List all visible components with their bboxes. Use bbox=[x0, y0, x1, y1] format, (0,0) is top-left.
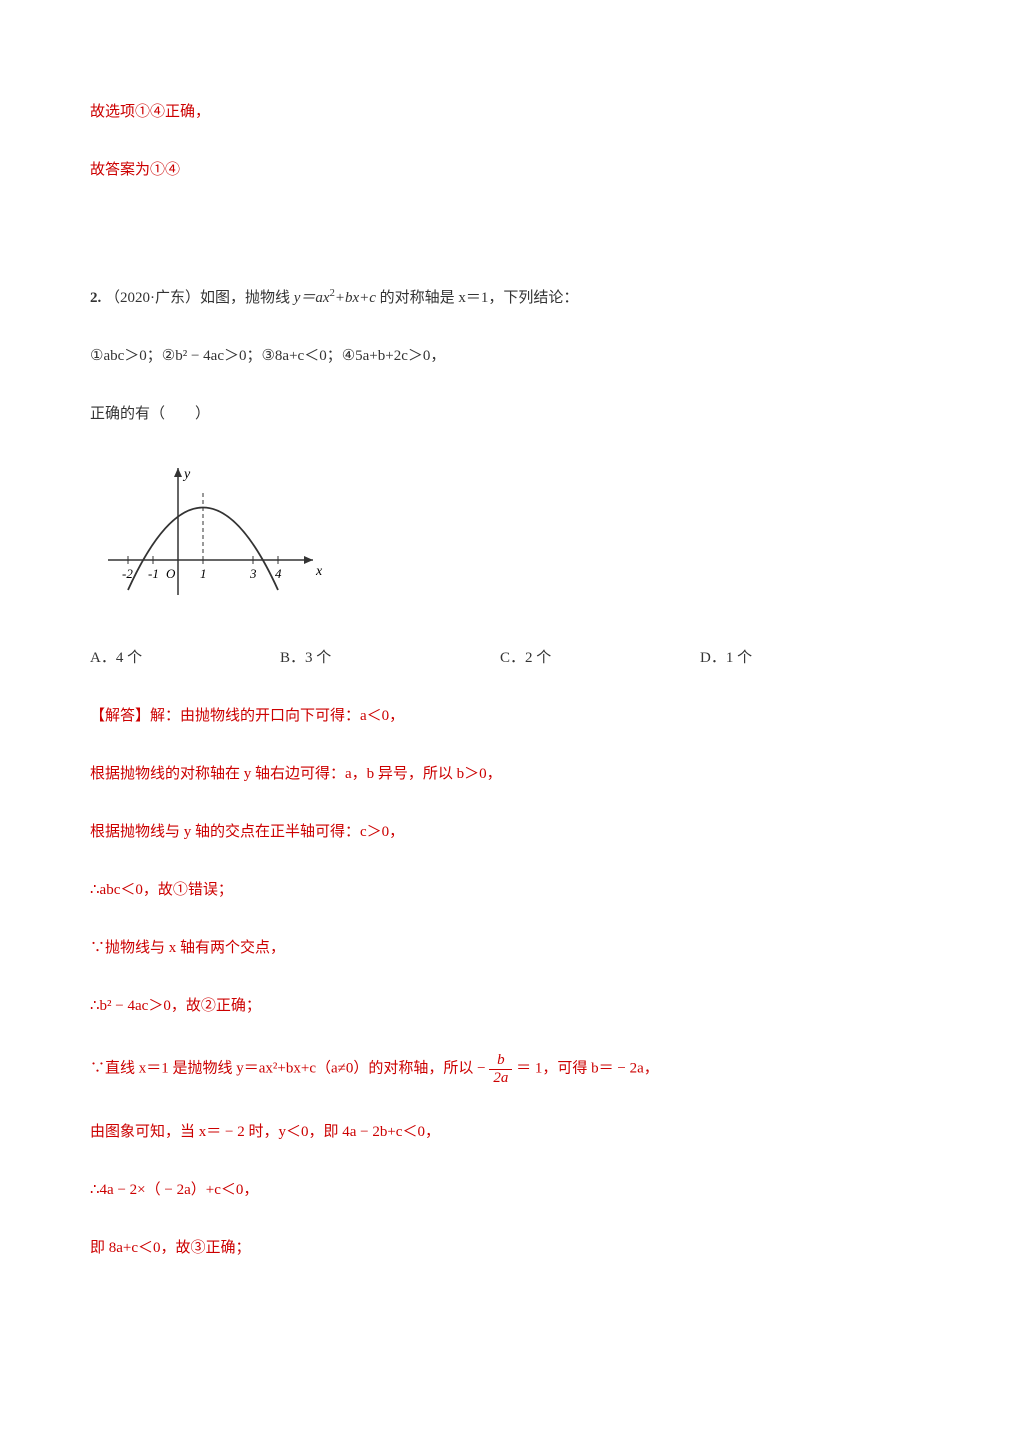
question-stem: 2. （2020·广东）如图，抛物线 y＝ax2+bx+c 的对称轴是 x＝1，… bbox=[90, 286, 934, 310]
parabola-graph: -2 -1 O 1 3 4 y x bbox=[98, 460, 934, 618]
option-a: A．4 个 bbox=[90, 646, 280, 670]
page: 故选项①④正确， 故答案为①④ 2. （2020·广东）如图，抛物线 y＝ax2… bbox=[0, 0, 1024, 1354]
frac-num: b bbox=[489, 1052, 512, 1070]
solution-l6: ∴b² − 4ac＞0，故②正确； bbox=[90, 994, 934, 1018]
solution-l4: ∴abc＜0，故①错误； bbox=[90, 878, 934, 902]
tick-label: 4 bbox=[275, 566, 282, 581]
solution-l9: ∴4a − 2×（ − 2a）+c＜0， bbox=[90, 1178, 934, 1202]
option-c: C．2 个 bbox=[500, 646, 700, 670]
tick-label: -1 bbox=[148, 566, 159, 581]
option-d: D．1 个 bbox=[700, 646, 850, 670]
origin-label: O bbox=[166, 566, 176, 581]
y-arrow bbox=[174, 468, 182, 477]
eq-y: y＝ax bbox=[294, 290, 330, 306]
solution-l2: 根据抛物线的对称轴在 y 轴右边可得：a，b 异号，所以 b＞0， bbox=[90, 762, 934, 786]
x-label: x bbox=[315, 564, 323, 579]
solution-l8: 由图象可知，当 x＝ − 2 时，y＜0，即 4a − 2b+c＜0， bbox=[90, 1120, 934, 1144]
l7-part-a: ∵直线 x＝1 是抛物线 y＝ax²+bx+c（a≠0）的对称轴，所以 bbox=[90, 1060, 477, 1076]
solution-l5: ∵抛物线与 x 轴有两个交点， bbox=[90, 936, 934, 960]
tick-label: -2 bbox=[122, 566, 133, 581]
question-source: （2020·广东）如图，抛物线 bbox=[105, 290, 294, 306]
prev-conclusion-1: 故选项①④正确， bbox=[90, 100, 934, 124]
frac-den: 2a bbox=[489, 1070, 512, 1087]
l7-neg: − bbox=[477, 1060, 485, 1076]
solution-l7: ∵直线 x＝1 是抛物线 y＝ax²+bx+c（a≠0）的对称轴，所以 − b … bbox=[90, 1052, 934, 1086]
solution-l10: 即 8a+c＜0，故③正确； bbox=[90, 1236, 934, 1260]
options-row: A．4 个 B．3 个 C．2 个 D．1 个 bbox=[90, 646, 934, 670]
tick-label: 1 bbox=[200, 566, 207, 581]
solution-header: 【解答】解：由抛物线的开口向下可得：a＜0， bbox=[90, 704, 934, 728]
statements: ①abc＞0；②b² − 4ac＞0；③8a+c＜0；④5a+b+2c＞0， bbox=[90, 344, 934, 368]
prompt: 正确的有（ ） bbox=[90, 402, 934, 426]
prev-conclusion-2: 故答案为①④ bbox=[90, 158, 934, 182]
solution-l3: 根据抛物线与 y 轴的交点在正半轴可得：c＞0， bbox=[90, 820, 934, 844]
question-number: 2. bbox=[90, 290, 101, 306]
tick-label: 3 bbox=[249, 566, 257, 581]
question-tail: 的对称轴是 x＝1，下列结论： bbox=[380, 290, 579, 306]
l7-part-b: 1，可得 b＝ − 2a， bbox=[535, 1060, 659, 1076]
option-b: B．3 个 bbox=[280, 646, 500, 670]
x-arrow bbox=[304, 556, 313, 564]
y-label: y bbox=[182, 467, 191, 482]
l7-eq: ＝ bbox=[516, 1060, 531, 1076]
fraction-b-over-2a: b 2a bbox=[489, 1052, 512, 1086]
eq-rest: +bx+c bbox=[335, 290, 376, 306]
